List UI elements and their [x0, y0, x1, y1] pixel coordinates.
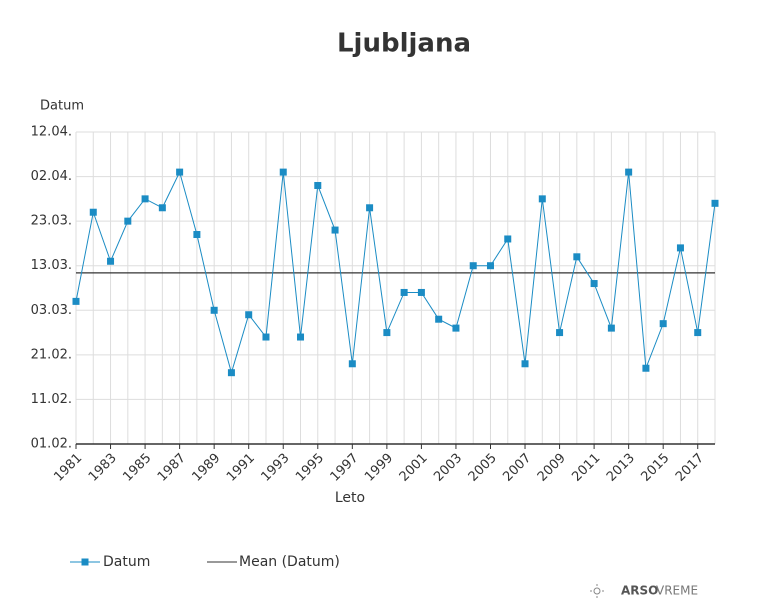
x-tick-label: 1987 [155, 451, 189, 485]
x-tick-label: 1997 [328, 451, 362, 485]
x-tick-label: 1999 [362, 451, 396, 485]
point [417, 288, 425, 296]
x-tick-label: 2013 [604, 451, 638, 485]
point [193, 231, 201, 239]
point [504, 235, 512, 243]
x-tick-label: 2011 [569, 451, 603, 485]
point [176, 168, 184, 176]
y-tick-label: 12.04. [31, 125, 72, 140]
x-tick-label: 1983 [86, 451, 120, 485]
point [158, 204, 166, 212]
point [400, 288, 408, 296]
y-tick-label: 01.02. [31, 437, 72, 452]
y-tick-label: 23.03. [31, 214, 72, 229]
point [124, 217, 132, 225]
point [590, 280, 598, 288]
point [383, 329, 391, 337]
credit-icon [590, 584, 604, 598]
point [659, 320, 667, 328]
legend-label: Datum [103, 554, 150, 570]
point [573, 253, 581, 261]
point [694, 329, 702, 337]
x-tick-label: 1995 [293, 451, 327, 485]
x-tick-label: 2015 [638, 451, 672, 485]
series-line [75, 170, 716, 375]
point [210, 306, 218, 314]
credit-brand: ARSO [621, 584, 658, 598]
point [314, 181, 322, 189]
point [556, 329, 564, 337]
point [469, 262, 477, 270]
point [227, 369, 235, 377]
x-tick-label: 1989 [189, 451, 223, 485]
x-tick-label: 2003 [431, 451, 465, 485]
point [435, 315, 443, 323]
point [642, 364, 650, 372]
x-tick-label: 2005 [466, 451, 500, 485]
point [452, 324, 460, 332]
credit-product: VREME [656, 584, 698, 598]
point [538, 195, 546, 203]
y-tick-label: 02.04. [31, 169, 72, 184]
y-tick-label: 03.03. [31, 303, 72, 318]
x-axis-label: Leto [335, 490, 365, 506]
point [676, 244, 684, 252]
point [607, 324, 615, 332]
point [331, 226, 339, 234]
point [348, 360, 356, 368]
chart-title: Ljubljana [337, 29, 471, 59]
x-tick-label: 2009 [535, 451, 569, 485]
point [279, 168, 287, 176]
legend-marker [81, 558, 89, 566]
x-tick-label: 2007 [500, 451, 534, 485]
point [107, 257, 115, 265]
y-tick-label: 13.03. [31, 258, 72, 273]
point [486, 262, 494, 270]
legend-label: Mean (Datum) [239, 554, 340, 570]
point [72, 297, 80, 305]
x-tick-label: 2017 [673, 451, 707, 485]
x-tick-label: 1993 [259, 451, 293, 485]
y-axis-label: Datum [40, 99, 84, 114]
y-tick-label: 11.02. [31, 392, 72, 407]
point [297, 333, 305, 341]
y-tick-label: 21.02. [31, 347, 72, 362]
point [711, 199, 719, 207]
x-tick-label: 1991 [224, 451, 258, 485]
point [521, 360, 529, 368]
x-tick-label: 1981 [51, 451, 85, 485]
x-tick-label: 2001 [397, 451, 431, 485]
point [625, 168, 633, 176]
point [245, 311, 253, 319]
point [141, 195, 149, 203]
point [262, 333, 270, 341]
point [366, 204, 374, 212]
point [89, 208, 97, 216]
x-tick-label: 1985 [120, 451, 154, 485]
